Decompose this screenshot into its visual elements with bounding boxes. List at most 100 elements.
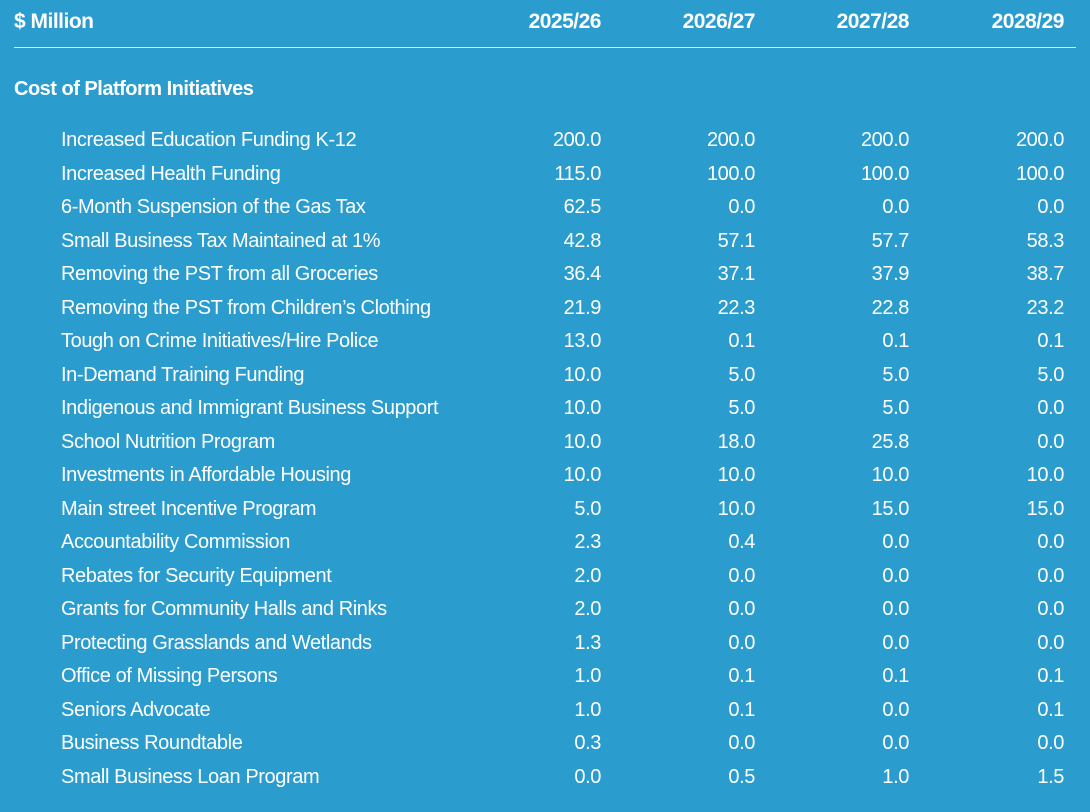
row-value: 0.0 — [728, 564, 755, 587]
row-value: 0.0 — [1037, 631, 1064, 654]
unit-label: $ Million — [14, 10, 94, 33]
row-value: 1.5 — [1037, 765, 1064, 788]
row-value: 2.0 — [574, 564, 601, 587]
table-row: Office of Missing Persons 1.0 0.1 0.1 0.1 — [0, 660, 1090, 694]
row-value: 0.1 — [728, 330, 755, 352]
row-value: 0.0 — [1037, 430, 1064, 453]
row-value: 0.0 — [882, 564, 909, 587]
row-value: 0.0 — [728, 631, 755, 654]
row-value: 0.0 — [882, 196, 909, 218]
row-label: Investments in Affordable Housing — [61, 464, 351, 486]
row-value: 0.0 — [728, 598, 755, 620]
row-value: 0.0 — [1037, 397, 1064, 419]
row-value: 5.0 — [574, 497, 601, 520]
row-value: 13.0 — [563, 330, 602, 352]
row-value: 0.0 — [882, 598, 909, 620]
year-header-2: 2026/27 — [682, 10, 756, 33]
header-divider — [14, 47, 1076, 48]
section-title: Cost of Platform Initiatives — [14, 78, 254, 100]
row-label: Business Roundtable — [61, 732, 243, 754]
row-value: 10.0 — [563, 397, 602, 419]
row-value: 37.9 — [871, 263, 910, 285]
row-label: Increased Health Funding — [61, 162, 281, 185]
row-value: 2.3 — [574, 531, 601, 553]
row-value: 200.0 — [1015, 129, 1064, 151]
row-value: 0.0 — [728, 196, 755, 218]
row-label: Rebates for Security Equipment — [61, 564, 332, 587]
row-label: Small Business Tax Maintained at 1% — [61, 229, 381, 252]
row-value: 200.0 — [706, 129, 755, 151]
year-header-4: 2028/29 — [991, 10, 1065, 33]
table-row: Removing the PST from all Groceries 36.4 3… — [0, 258, 1090, 292]
row-value: 0.1 — [882, 330, 909, 352]
row-label: Office of Missing Persons — [61, 665, 278, 687]
row-value: 18.0 — [717, 430, 756, 453]
row-value: 1.0 — [574, 665, 601, 687]
row-value: 0.1 — [728, 698, 755, 721]
year-header-3: 2027/28 — [836, 10, 910, 33]
table-row: School Nutrition Program 10.0 18.0 25.8 0.0 — [0, 426, 1090, 460]
row-value: 100.0 — [706, 162, 755, 185]
table-row: Increased Education Funding K-12 200.0 200… — [0, 124, 1090, 158]
row-value: 5.0 — [1037, 363, 1064, 386]
table-row: Main street Incentive Program 5.0 10.0 15.0… — [0, 493, 1090, 527]
row-value: 115.0 — [554, 162, 601, 185]
table-row: Increased Health Funding 115.0 100.0 100.0 1… — [0, 158, 1090, 192]
table-row: Tough on Crime Initiatives/Hire Police 13… — [0, 325, 1090, 359]
row-value: 5.0 — [882, 397, 909, 419]
row-value: 0.3 — [574, 732, 601, 754]
row-value: 36.4 — [563, 263, 602, 285]
row-value: 58.3 — [1026, 229, 1065, 252]
row-value: 0.0 — [882, 732, 909, 754]
row-value: 0.1 — [1037, 665, 1064, 687]
row-value: 0.0 — [1037, 564, 1064, 587]
row-value: 100.0 — [1015, 162, 1064, 185]
row-value: 10.0 — [717, 464, 756, 486]
table-row: Business Roundtable 0.3 0.0 0.0 0.0 — [0, 727, 1090, 761]
row-value: 5.0 — [882, 363, 909, 386]
row-value: 0.1 — [1037, 698, 1064, 721]
row-label: Increased Education Funding K-12 — [61, 129, 357, 151]
row-value: 1.0 — [574, 698, 601, 721]
row-label: School Nutrition Program — [61, 430, 275, 453]
row-value: 62.5 — [563, 196, 602, 218]
table-row: Small Business Loan Program 0.0 0.5 1.0 1.5 — [0, 761, 1090, 795]
row-value: 10.0 — [563, 363, 602, 386]
table-row: In-Demand Training Funding 10.0 5.0 5.0 5.0 — [0, 359, 1090, 393]
row-value: 1.3 — [574, 631, 601, 654]
table-row: Protecting Grasslands and Wetlands 1.3 0.0… — [0, 627, 1090, 661]
row-value: 38.7 — [1026, 263, 1065, 285]
row-value: 37.1 — [717, 263, 756, 285]
row-value: 22.3 — [717, 296, 756, 319]
row-value: 23.2 — [1026, 296, 1065, 319]
row-label: Seniors Advocate — [61, 698, 211, 721]
row-value: 10.0 — [563, 430, 602, 453]
row-value: 25.8 — [871, 430, 910, 453]
row-value: 57.7 — [871, 229, 910, 252]
row-value: 0.0 — [882, 631, 909, 654]
row-value: 10.0 — [1026, 464, 1065, 486]
row-value: 0.0 — [1037, 732, 1064, 754]
row-label: Removing the PST from Children’s Clothin… — [61, 296, 431, 319]
table-row: Small Business Tax Maintained at 1% 42.8 5… — [0, 225, 1090, 259]
table-row: Indigenous and Immigrant Business Suppor… — [0, 392, 1090, 426]
row-value: 57.1 — [717, 229, 756, 252]
row-value: 0.1 — [728, 665, 755, 687]
row-value: 0.0 — [882, 698, 909, 721]
row-label: Tough on Crime Initiatives/Hire Police — [61, 330, 379, 352]
table-row: Grants for Community Halls and Rinks 2.0 0… — [0, 593, 1090, 627]
row-value: 0.0 — [1037, 196, 1064, 218]
table-row: 6-Month Suspension of the Gas Tax 62.5 0.0… — [0, 191, 1090, 225]
row-value: 2.0 — [574, 598, 601, 620]
table-row: Accountability Commission 2.3 0.4 0.0 0.0 — [0, 526, 1090, 560]
row-value: 5.0 — [728, 363, 755, 386]
row-value: 0.4 — [728, 531, 755, 553]
row-label: Small Business Loan Program — [61, 765, 320, 788]
table-header: $ Million 2025/26 2026/27 2027/28 2028/2… — [0, 0, 1090, 48]
row-value: 10.0 — [717, 497, 756, 520]
row-label: Accountability Commission — [61, 531, 290, 553]
row-label: Indigenous and Immigrant Business Suppor… — [61, 397, 439, 419]
row-label: 6-Month Suspension of the Gas Tax — [61, 196, 366, 218]
row-value: 0.1 — [1037, 330, 1064, 352]
table-body: Increased Education Funding K-12 200.0 200… — [0, 124, 1090, 794]
